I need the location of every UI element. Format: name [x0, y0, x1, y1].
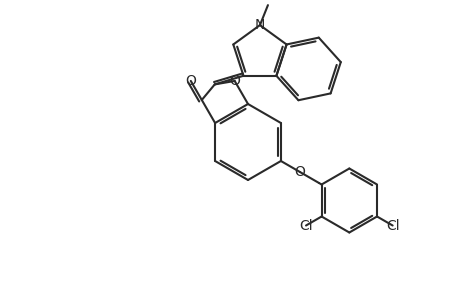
Text: O: O	[185, 74, 196, 88]
Text: Cl: Cl	[298, 218, 312, 233]
Text: O: O	[229, 74, 240, 88]
Text: Cl: Cl	[385, 218, 398, 233]
Text: O: O	[294, 165, 305, 179]
Text: N: N	[254, 18, 264, 32]
